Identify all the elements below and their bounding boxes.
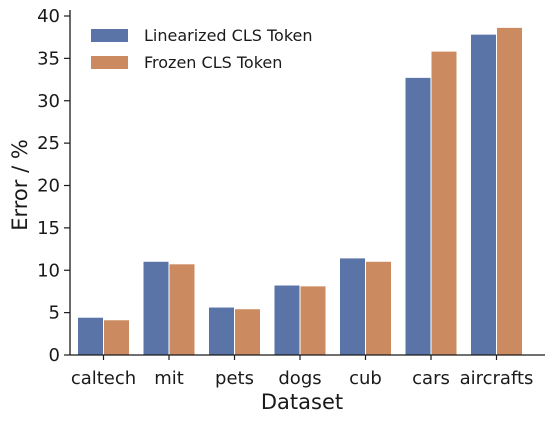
x-axis-ticks: caltech mit pets dogs cub cars aircrafts [71, 355, 534, 389]
x-tick-label-aircrafts: aircrafts [460, 368, 534, 389]
x-tick-label-caltech: caltech [71, 368, 136, 389]
bars-group [78, 27, 522, 356]
bar-pets-frozen [235, 309, 260, 355]
bar-cub-linearized [340, 258, 365, 355]
legend-swatch-frozen [91, 56, 128, 69]
x-tick-label-mit: mit [154, 368, 184, 389]
x-axis-title: Dataset [261, 390, 343, 414]
bar-caltech-linearized [78, 317, 103, 355]
x-tick-label-pets: pets [215, 368, 254, 389]
bar-dogs-linearized [274, 285, 300, 355]
y-tick-label: 5 [49, 303, 60, 324]
bar-dogs-frozen [300, 286, 326, 355]
bar-pets-linearized [209, 307, 234, 355]
bar-mit-frozen [169, 264, 195, 355]
x-tick-label-dogs: dogs [278, 368, 321, 389]
legend-label-frozen: Frozen CLS Token [144, 53, 282, 72]
y-axis-ticks: 0 5 10 15 20 25 30 35 40 [37, 6, 70, 366]
y-tick-label: 20 [37, 176, 60, 197]
bar-cub-frozen [366, 261, 391, 355]
bar-aircrafts-linearized [471, 34, 496, 356]
legend-swatch-linearized [91, 29, 128, 42]
y-tick-label: 15 [37, 218, 60, 239]
legend: Linearized CLS Token Frozen CLS Token [91, 26, 313, 72]
bar-mit-linearized [143, 261, 169, 355]
y-tick-label: 10 [37, 260, 60, 281]
y-tick-label: 40 [37, 6, 60, 27]
y-tick-label: 30 [37, 91, 60, 112]
y-tick-label: 35 [37, 48, 60, 69]
bar-aircrafts-frozen [497, 27, 522, 356]
x-tick-label-cub: cub [349, 368, 382, 389]
y-tick-label: 25 [37, 133, 60, 154]
bar-cars-frozen [431, 51, 457, 355]
bar-cars-linearized [405, 77, 431, 356]
x-tick-label-cars: cars [412, 368, 450, 389]
y-tick-label: 0 [49, 345, 60, 366]
y-axis-title: Error / % [8, 139, 32, 231]
legend-label-linearized: Linearized CLS Token [144, 26, 313, 45]
bar-caltech-frozen [104, 320, 129, 355]
